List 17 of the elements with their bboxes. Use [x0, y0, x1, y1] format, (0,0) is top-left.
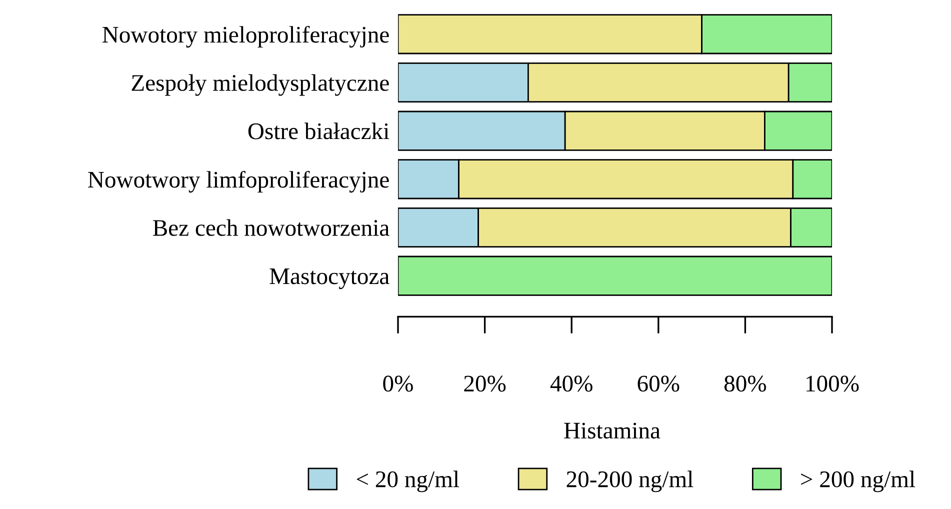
bar — [398, 256, 832, 296]
y-tick-label: Nowotwory limfoproliferacyjne — [88, 170, 389, 193]
legend-label: 20-200 ng/ml — [566, 470, 694, 492]
legend-title: Histamina — [564, 422, 660, 439]
y-tick-label: Bez cech nowotworzenia — [153, 219, 390, 236]
x-tick-label: 40% — [550, 376, 592, 392]
y-tick-label: Zespoły mielodysplatyczne — [132, 74, 389, 96]
legend-label: > 200 ng/ml — [801, 470, 916, 492]
y-tick-label: Nowotory mieloproliferacyjne — [102, 26, 389, 48]
x-tick-label: 80% — [724, 376, 766, 392]
y-tick-label: Mastocytoza — [270, 268, 390, 290]
y-tick-label: Ostre białaczki — [248, 122, 390, 140]
x-tick-label: 0% — [383, 376, 413, 392]
x-tick-label: 20% — [464, 376, 506, 392]
legend-label: < 20 ng/ml — [356, 470, 460, 492]
x-tick-label: 100% — [806, 376, 859, 392]
x-tick-label: 60% — [638, 376, 680, 392]
